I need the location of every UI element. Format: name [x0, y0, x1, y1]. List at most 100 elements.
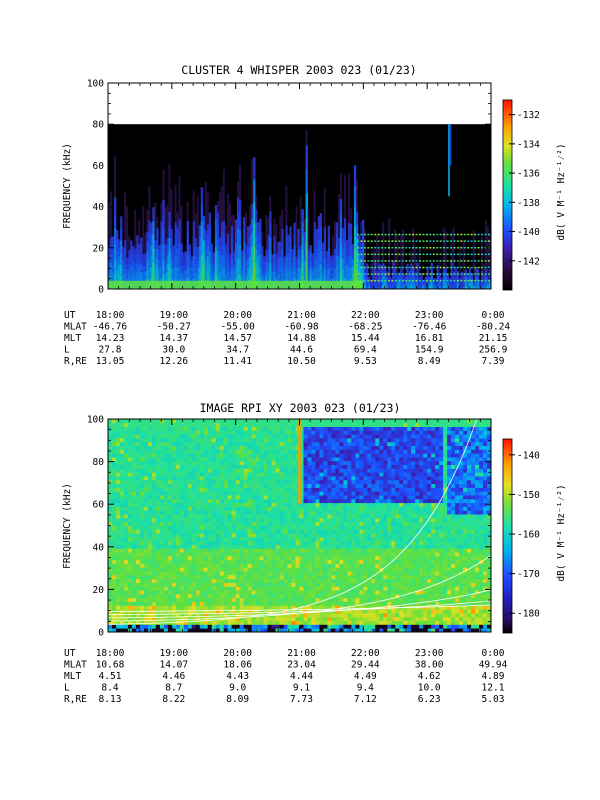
heatmap-cell [303, 434, 308, 439]
heatmap-cell [279, 548, 284, 553]
spectrogram-cell [192, 266, 195, 278]
heatmap-cell [239, 514, 245, 519]
spectrogram-cell [148, 266, 151, 278]
spectrogram-dot [460, 253, 463, 256]
heatmap-cell [303, 540, 308, 545]
heatmap-cell [215, 552, 221, 557]
heatmap-cell [155, 491, 161, 496]
spectrogram-cell [301, 249, 304, 263]
heatmap-cell [147, 506, 153, 511]
heatmap-cell [275, 578, 280, 583]
heatmap-cell [175, 426, 181, 431]
heatmap-cell [327, 438, 332, 443]
heatmap-cell [155, 586, 161, 591]
spectrogram-cell [329, 255, 333, 262]
heatmap-cell [283, 586, 288, 591]
heatmap-cell [255, 529, 261, 534]
spectrogram-cell [327, 225, 331, 237]
heatmap-cell [303, 567, 308, 572]
heatmap-cell [267, 422, 272, 428]
spectrogram-dot [456, 253, 459, 256]
heatmap-cell [331, 487, 336, 492]
heatmap-cell [251, 624, 257, 629]
spectrogram-cell [200, 221, 204, 239]
heatmap-cell [199, 540, 205, 545]
spectrogram-cell [339, 229, 343, 245]
spectrogram-cell [394, 275, 397, 279]
heatmap-cell [175, 453, 181, 458]
heatmap-cell [287, 449, 292, 454]
heatmap-cell [219, 601, 225, 606]
spectrogram-cell [120, 264, 123, 277]
heatmap-cell [175, 559, 181, 564]
heatmap-cell [299, 498, 304, 504]
heatmap-cell [299, 460, 304, 466]
heatmap-cell [331, 590, 336, 595]
heatmap-cell [203, 593, 209, 599]
heatmap-cell [295, 628, 300, 632]
heatmap-cell [331, 510, 336, 515]
spectrogram-cell [249, 267, 252, 279]
spectrogram-cell [480, 282, 484, 286]
heatmap-cell [167, 460, 173, 466]
heatmap-cell [207, 457, 213, 462]
heatmap-cell [247, 559, 253, 564]
heatmap-cell [283, 548, 288, 553]
heatmap-cell [267, 620, 272, 625]
heatmap-cell [247, 571, 253, 576]
heatmap-cell [179, 544, 185, 549]
heatmap-cell [175, 620, 181, 625]
heatmap-cell [303, 552, 308, 557]
heatmap-cell [143, 426, 149, 431]
spectrogram-cell [152, 207, 155, 221]
heatmap-cell [275, 476, 280, 481]
spectrogram-cell [134, 210, 137, 249]
spectrogram-cell [376, 283, 379, 287]
spectrogram-dot [363, 266, 366, 269]
heatmap-cell [227, 555, 233, 561]
spectrogram-dot [470, 279, 473, 282]
heatmap-cell [171, 476, 177, 481]
heatmap-cell [263, 457, 268, 462]
heatmap-cell [323, 628, 328, 632]
heatmap-cell [143, 441, 149, 447]
spectrogram-cell [454, 267, 458, 271]
heatmap-cell [243, 601, 249, 606]
spectrogram-cell [359, 242, 363, 251]
heatmap-cell [195, 521, 201, 526]
spectrogram-cell [176, 227, 179, 238]
heatmap-cell [255, 468, 261, 473]
ephemeris-value: 11.41 [223, 356, 252, 367]
spectrogram-cell [341, 258, 345, 269]
heatmap-cell [255, 453, 261, 458]
spectrogram-cell [366, 284, 369, 289]
heatmap-cell [299, 571, 304, 576]
y-tick-label: 100 [87, 79, 104, 90]
heatmap-cell [223, 597, 229, 602]
spectrogram-cell [190, 256, 193, 263]
heatmap-cell [183, 502, 189, 507]
spectrogram-dot [367, 279, 370, 282]
spectrogram-cell [430, 262, 433, 268]
heatmap-cell [151, 624, 157, 629]
spectrogram-cell [202, 215, 206, 228]
heatmap-cell [163, 479, 169, 485]
heatmap-cell [251, 548, 257, 553]
heatmap-cell [331, 506, 336, 511]
heatmap-cell [223, 517, 229, 523]
spectrogram-cell [309, 274, 312, 282]
spectrogram-cell [408, 270, 411, 274]
heatmap-cell [171, 514, 177, 519]
spectrogram-cell [216, 238, 220, 251]
heatmap-cell [127, 597, 133, 602]
heatmap-cell [215, 483, 221, 488]
y-tick-label: 40 [93, 202, 105, 213]
heatmap-cell [315, 593, 320, 599]
heatmap-cell [143, 536, 149, 542]
heatmap-cell [303, 559, 308, 564]
heatmap-cell [287, 555, 292, 561]
heatmap-cell [207, 464, 213, 469]
heatmap-cell [239, 586, 245, 591]
ephemeris-value: 21.15 [479, 333, 508, 344]
spectrogram-cell [279, 249, 282, 258]
